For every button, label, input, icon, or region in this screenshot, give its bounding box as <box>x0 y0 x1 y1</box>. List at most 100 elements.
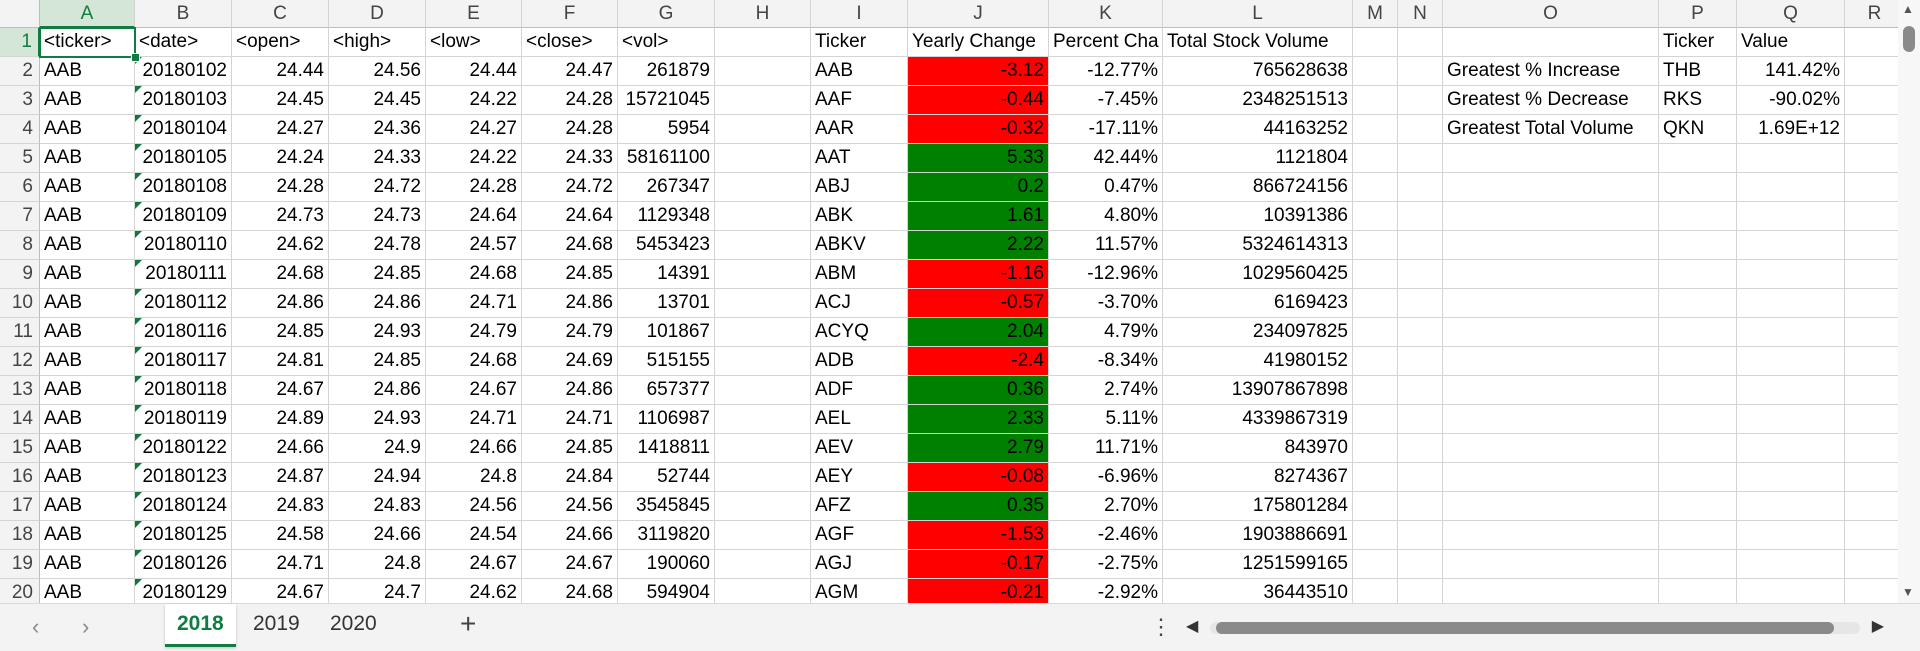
summary-cell[interactable]: ABM <box>811 260 908 289</box>
data-cell[interactable]: 24.71 <box>232 550 329 579</box>
cell[interactable] <box>715 28 811 57</box>
data-cell[interactable]: 24.79 <box>426 318 522 347</box>
data-cell[interactable]: AAB <box>40 521 135 550</box>
cell[interactable] <box>1845 579 1905 603</box>
data-cell[interactable]: 24.7 <box>329 579 426 603</box>
spreadsheet-grid[interactable]: A B C D E F G H I J K L M N O P Q R 1 2 3 4 5 6 7 8 9 10 11 12 13 14 15 1… <box>0 0 1920 603</box>
raw-header-cell[interactable]: <vol> <box>618 28 715 57</box>
data-cell[interactable]: 1129348 <box>618 202 715 231</box>
row-header[interactable]: 17 <box>0 492 40 521</box>
summary-header-cell[interactable]: Percent Cha <box>1049 28 1163 57</box>
data-cell[interactable]: 5453423 <box>618 231 715 260</box>
cell[interactable] <box>1659 434 1737 463</box>
date-cell[interactable]: 20180102 <box>135 57 232 86</box>
row-header[interactable]: 16 <box>0 463 40 492</box>
date-cell[interactable]: 20180105 <box>135 144 232 173</box>
cell[interactable] <box>1443 405 1659 434</box>
horizontal-scrollbar[interactable]: ◀ ▶ <box>1182 614 1888 642</box>
row-header[interactable]: 18 <box>0 521 40 550</box>
summary-cell[interactable]: -2.92% <box>1049 579 1163 603</box>
data-cell[interactable]: 24.27 <box>232 115 329 144</box>
cell[interactable] <box>1353 231 1398 260</box>
cell[interactable] <box>1398 144 1443 173</box>
data-cell[interactable]: 24.28 <box>522 86 618 115</box>
cell[interactable] <box>1845 144 1905 173</box>
data-cell[interactable]: 1106987 <box>618 405 715 434</box>
cell[interactable] <box>1353 521 1398 550</box>
date-cell[interactable]: 20180123 <box>135 463 232 492</box>
data-cell[interactable]: 24.9 <box>329 434 426 463</box>
scroll-right-icon[interactable]: ▶ <box>1871 618 1884 635</box>
cell[interactable] <box>1398 260 1443 289</box>
cell[interactable] <box>1659 289 1737 318</box>
cell[interactable] <box>715 86 811 115</box>
cell[interactable] <box>715 202 811 231</box>
summary-cell[interactable]: 42.44% <box>1049 144 1163 173</box>
data-cell[interactable]: 101867 <box>618 318 715 347</box>
summary-cell[interactable]: -8.34% <box>1049 347 1163 376</box>
data-cell[interactable]: 24.8 <box>426 463 522 492</box>
date-cell[interactable]: 20180124 <box>135 492 232 521</box>
cell[interactable] <box>1737 492 1845 521</box>
data-cell[interactable]: AAB <box>40 347 135 376</box>
column-header-a[interactable]: A <box>40 0 135 28</box>
data-cell[interactable]: 24.93 <box>329 318 426 347</box>
summary-cell[interactable]: 5324614313 <box>1163 231 1353 260</box>
summary-cell[interactable]: 2.74% <box>1049 376 1163 405</box>
raw-header-cell[interactable]: <ticker> <box>40 28 135 57</box>
summary-cell[interactable]: ADF <box>811 376 908 405</box>
cell[interactable] <box>1353 376 1398 405</box>
cell[interactable] <box>1398 550 1443 579</box>
column-header-m[interactable]: M <box>1353 0 1398 28</box>
data-cell[interactable]: AAB <box>40 260 135 289</box>
summary-cell[interactable]: 2348251513 <box>1163 86 1353 115</box>
cell[interactable] <box>1353 318 1398 347</box>
row-header[interactable]: 14 <box>0 405 40 434</box>
cell[interactable] <box>1845 521 1905 550</box>
cell[interactable] <box>1659 173 1737 202</box>
cell[interactable] <box>1845 86 1905 115</box>
data-cell[interactable]: 24.33 <box>329 144 426 173</box>
data-cell[interactable]: 24.68 <box>232 260 329 289</box>
cell[interactable] <box>1659 376 1737 405</box>
data-cell[interactable]: 24.45 <box>232 86 329 115</box>
cell[interactable] <box>1659 492 1737 521</box>
summary-cell[interactable]: ACYQ <box>811 318 908 347</box>
data-cell[interactable]: 24.72 <box>522 173 618 202</box>
cell[interactable] <box>1398 289 1443 318</box>
cell[interactable] <box>1398 579 1443 603</box>
yearly-change-cell[interactable]: -1.53 <box>908 521 1049 550</box>
column-header-b[interactable]: B <box>135 0 232 28</box>
cell[interactable] <box>1737 376 1845 405</box>
data-cell[interactable]: 24.86 <box>522 376 618 405</box>
cell[interactable] <box>1659 260 1737 289</box>
data-cell[interactable]: AAB <box>40 492 135 521</box>
greatest-cell[interactable]: Greatest Total Volume <box>1443 115 1659 144</box>
cell[interactable] <box>1737 434 1845 463</box>
cell[interactable] <box>1845 115 1905 144</box>
data-cell[interactable]: 24.66 <box>522 521 618 550</box>
cell[interactable] <box>715 434 811 463</box>
raw-header-cell[interactable]: <close> <box>522 28 618 57</box>
data-cell[interactable]: 13701 <box>618 289 715 318</box>
data-cell[interactable]: 24.33 <box>522 144 618 173</box>
greatest-cell[interactable]: Greatest % Increase <box>1443 57 1659 86</box>
row-header[interactable]: 13 <box>0 376 40 405</box>
cell[interactable] <box>1845 463 1905 492</box>
yearly-change-cell[interactable]: 1.61 <box>908 202 1049 231</box>
cell[interactable] <box>1353 115 1398 144</box>
column-header-d[interactable]: D <box>329 0 426 28</box>
summary-cell[interactable]: 1029560425 <box>1163 260 1353 289</box>
cell[interactable] <box>1398 202 1443 231</box>
greatest-header-cell[interactable]: Ticker <box>1659 28 1737 57</box>
cell[interactable] <box>715 405 811 434</box>
data-cell[interactable]: 24.93 <box>329 405 426 434</box>
data-cell[interactable]: 24.67 <box>232 579 329 603</box>
cell[interactable] <box>1845 260 1905 289</box>
cell[interactable] <box>1737 463 1845 492</box>
summary-cell[interactable]: AGJ <box>811 550 908 579</box>
sheet-tab-2019[interactable]: 2019 <box>253 612 300 635</box>
data-cell[interactable]: AAB <box>40 115 135 144</box>
cell[interactable] <box>715 115 811 144</box>
row-header[interactable]: 4 <box>0 115 40 144</box>
